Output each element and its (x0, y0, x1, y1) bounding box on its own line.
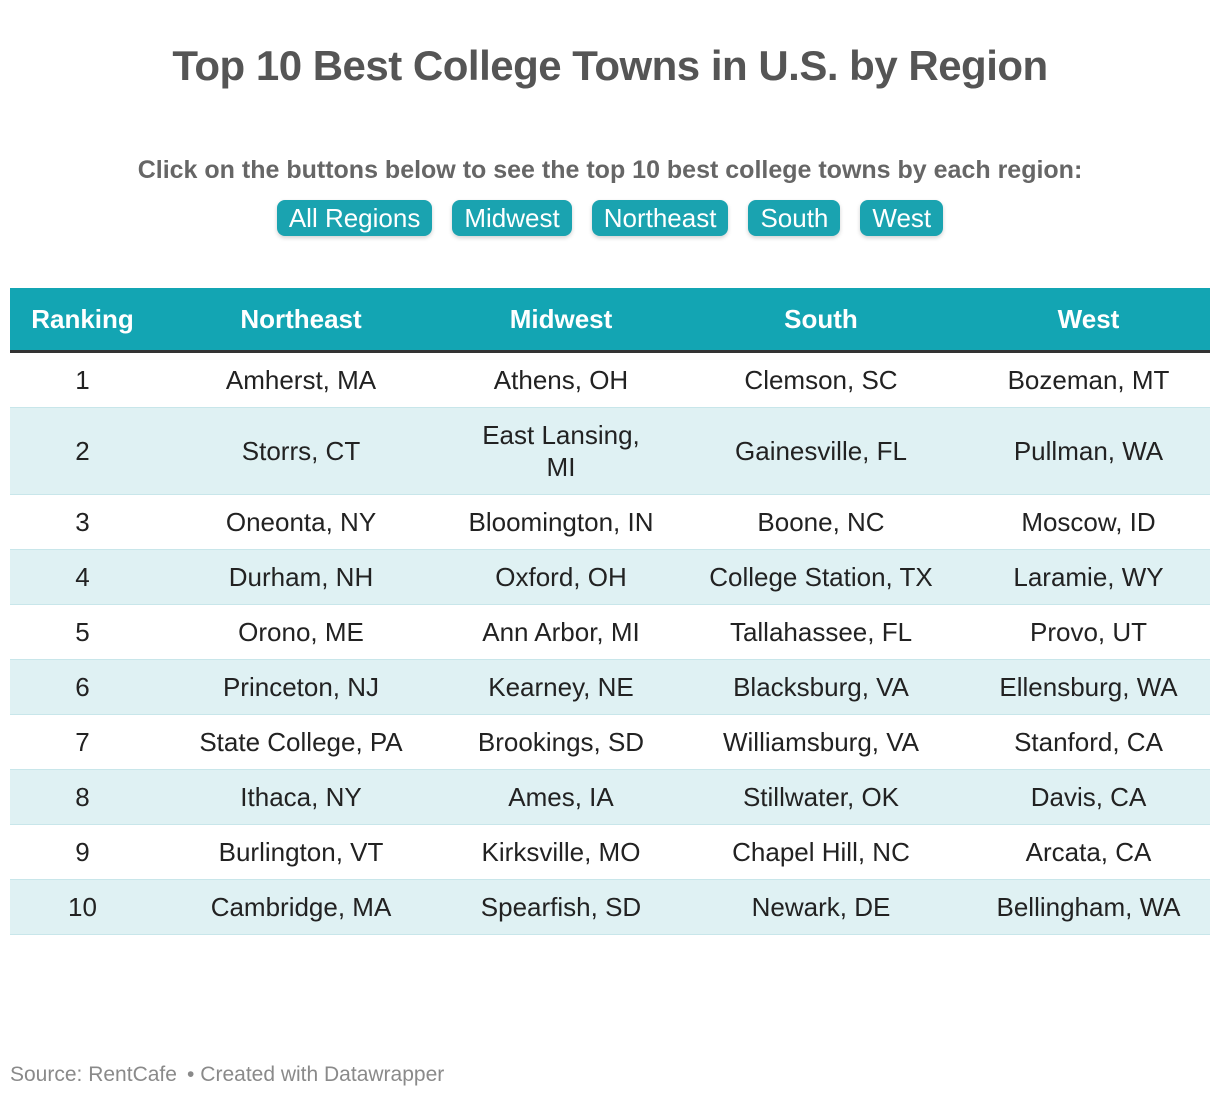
cell-midwest: Bloomington, IN (447, 494, 675, 550)
cell-midwest: Brookings, SD (447, 714, 675, 770)
column-header-west[interactable]: West (967, 288, 1210, 353)
source-text: Source: RentCafe (10, 1063, 177, 1086)
cell-northeast: Orono, ME (155, 604, 447, 660)
cell-west: Stanford, CA (967, 714, 1210, 770)
cell-ranking: 3 (10, 494, 155, 550)
cell-northeast: Ithaca, NY (155, 769, 447, 825)
cell-northeast: Amherst, MA (155, 351, 447, 408)
table-header-row: Ranking Northeast Midwest South West (10, 288, 1210, 353)
cell-south: Boone, NC (675, 494, 967, 550)
cell-northeast: Oneonta, NY (155, 494, 447, 550)
table-row: 9 Burlington, VT Kirksville, MO Chapel Hill… (10, 824, 1210, 880)
footer-source: Source: RentCafe • Created with Datawrappe… (10, 1062, 444, 1088)
cell-ranking: 9 (10, 824, 155, 880)
cell-ranking: 5 (10, 604, 155, 660)
table-row: 7 State College, PA Brookings, SD Williamsb… (10, 714, 1210, 770)
cell-south: Gainesville, FL (675, 407, 967, 495)
table-row: 3 Oneonta, NY Bloomington, IN Boone, NC Mosc… (10, 494, 1210, 550)
college-towns-table: Ranking Northeast Midwest South West 1 Am… (10, 288, 1210, 935)
table-body: 1 Amherst, MA Athens, OH Clemson, SC Bozeman… (10, 351, 1210, 935)
cell-ranking: 1 (10, 351, 155, 408)
cell-ranking: 4 (10, 549, 155, 605)
table-row: 2 Storrs, CT East Lansing, MI Gainesville, … (10, 407, 1210, 495)
cell-south: Tallahassee, FL (675, 604, 967, 660)
table-row: 4 Durham, NH Oxford, OH College Station, TX… (10, 549, 1210, 605)
cell-ranking: 6 (10, 659, 155, 715)
column-header-ranking[interactable]: Ranking (10, 288, 155, 353)
footer-separator: • (186, 1063, 195, 1086)
cell-south: Williamsburg, VA (675, 714, 967, 770)
cell-midwest: Kirksville, MO (447, 824, 675, 880)
cell-south: Newark, DE (675, 879, 967, 935)
cell-south: Chapel Hill, NC (675, 824, 967, 880)
table-row: 10 Cambridge, MA Spearfish, SD Newark, DE Be… (10, 879, 1210, 935)
cell-ranking: 2 (10, 407, 155, 495)
table-row: 6 Princeton, NJ Kearney, NE Blacksburg, VA E… (10, 659, 1210, 715)
table-row: 5 Orono, ME Ann Arbor, MI Tallahassee, FL Pr… (10, 604, 1210, 660)
cell-west: Moscow, ID (967, 494, 1210, 550)
cell-northeast: Cambridge, MA (155, 879, 447, 935)
cell-west: Laramie, WY (967, 549, 1210, 605)
midwest-button[interactable]: Midwest (452, 200, 572, 236)
region-button-group: All Regions Midwest Northeast South West (0, 200, 1220, 236)
cell-south: Blacksburg, VA (675, 659, 967, 715)
cell-northeast: Durham, NH (155, 549, 447, 605)
cell-midwest: Ames, IA (447, 769, 675, 825)
cell-northeast: Storrs, CT (155, 407, 447, 495)
west-button[interactable]: West (860, 200, 944, 236)
cell-south: Clemson, SC (675, 351, 967, 408)
chart-title: Top 10 Best College Towns in U.S. by Reg… (172, 42, 1048, 89)
cell-ranking: 10 (10, 879, 155, 935)
cell-west: Bozeman, MT (967, 351, 1210, 408)
table-row: 8 Ithaca, NY Ames, IA Stillwater, OK Davis, … (10, 769, 1210, 825)
column-header-midwest[interactable]: Midwest (447, 288, 675, 353)
cell-west: Bellingham, WA (967, 879, 1210, 935)
northeast-button[interactable]: Northeast (591, 200, 729, 236)
cell-west: Arcata, CA (967, 824, 1210, 880)
cell-midwest: Ann Arbor, MI (447, 604, 675, 660)
credit-text: Created with Datawrapper (200, 1063, 445, 1086)
cell-midwest: Athens, OH (447, 351, 675, 408)
cell-ranking: 7 (10, 714, 155, 770)
all-regions-button[interactable]: All Regions (276, 200, 433, 236)
cell-west: Pullman, WA (967, 407, 1210, 495)
cell-northeast: Princeton, NJ (155, 659, 447, 715)
column-header-south[interactable]: South (675, 288, 967, 353)
cell-midwest: Kearney, NE (447, 659, 675, 715)
instruction-text: Click on the buttons below to see the to… (137, 156, 1083, 184)
cell-west: Davis, CA (967, 769, 1210, 825)
cell-northeast: State College, PA (155, 714, 447, 770)
cell-midwest: Spearfish, SD (447, 879, 675, 935)
cell-northeast: Burlington, VT (155, 824, 447, 880)
south-button[interactable]: South (748, 200, 841, 236)
cell-west: Provo, UT (967, 604, 1210, 660)
column-header-northeast[interactable]: Northeast (155, 288, 447, 353)
cell-ranking: 8 (10, 769, 155, 825)
cell-west: Ellensburg, WA (967, 659, 1210, 715)
cell-south: Stillwater, OK (675, 769, 967, 825)
cell-south: College Station, TX (675, 549, 967, 605)
cell-midwest: East Lansing, MI (447, 407, 675, 495)
cell-midwest: Oxford, OH (447, 549, 675, 605)
table-row: 1 Amherst, MA Athens, OH Clemson, SC Bozeman… (10, 351, 1210, 408)
